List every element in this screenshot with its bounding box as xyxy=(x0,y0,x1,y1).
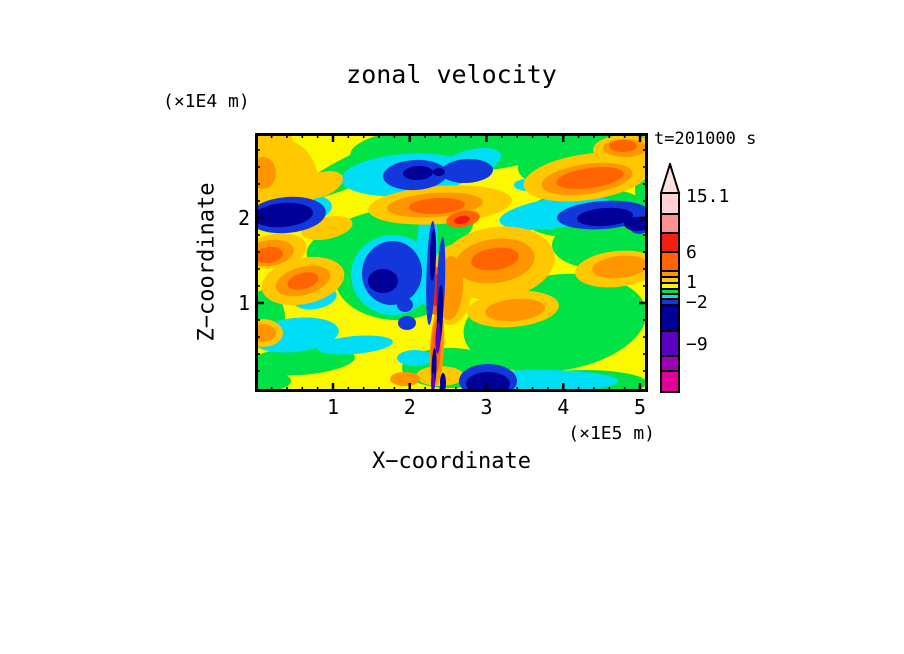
field-blob-navy xyxy=(440,373,446,392)
field-blob-dorange xyxy=(287,272,319,290)
field-blob-green xyxy=(255,371,291,391)
field-blob-cyan xyxy=(397,350,433,366)
field-blob-dorange xyxy=(556,167,624,189)
x-tick-label-4: 4 xyxy=(557,395,570,419)
contour-plot xyxy=(255,133,648,392)
colorbar xyxy=(659,163,681,394)
colorbar-svg xyxy=(659,163,681,393)
field-blob-navy xyxy=(255,202,313,228)
field-blob-dorange xyxy=(255,246,283,264)
colorbar-label-6: 6 xyxy=(686,242,697,263)
y-tick-label-1: 1 xyxy=(237,291,250,315)
x-axis-unit-label: (×1E5 m) xyxy=(568,423,655,444)
y-axis-unit-label: (×1E4 m) xyxy=(163,91,250,112)
field-blob-navy xyxy=(429,229,437,281)
x-tick-label-1: 1 xyxy=(326,395,340,419)
field-blob-navy xyxy=(368,269,398,293)
field-blob-red xyxy=(454,215,470,225)
x-tick-label-2: 2 xyxy=(403,395,416,419)
chart-title: zonal velocity xyxy=(346,60,557,89)
field-blob-blue xyxy=(397,298,413,312)
y-tick-label-2: 2 xyxy=(237,206,250,230)
colorbar-segment-red xyxy=(660,232,680,253)
x-tick-label-3: 3 xyxy=(480,395,493,419)
field-blob-dviolet xyxy=(431,373,435,392)
field-blob-orange xyxy=(255,157,276,189)
field-blob-navy xyxy=(403,165,433,181)
colorbar-label-1: 1 xyxy=(686,272,697,293)
field-blob-amber xyxy=(297,171,343,199)
timestamp-label: t=201000 s xyxy=(654,129,757,149)
colorbar-label-−2: −2 xyxy=(686,292,708,313)
colorbar-segment-purple2 xyxy=(660,355,680,372)
colorbar-segment-dorange xyxy=(660,251,680,272)
colorbar-label-−9: −9 xyxy=(686,334,708,355)
plot-border xyxy=(255,133,648,392)
field-blob-blue xyxy=(398,316,416,330)
field-blob-orange xyxy=(592,255,648,279)
colorbar-segment-palepink xyxy=(660,192,680,215)
field-blob-cyan xyxy=(317,335,393,355)
field-blob-dorange xyxy=(609,140,637,152)
contour-field-svg xyxy=(255,133,648,392)
colorbar-arrow xyxy=(659,163,681,194)
field-blob-navy xyxy=(466,372,510,392)
field-blob-navy xyxy=(624,217,648,231)
colorbar-segment-salmon xyxy=(660,213,680,234)
colorbar-segment-magenta xyxy=(660,370,680,393)
field-blob-dviolet xyxy=(435,322,441,354)
field-blob-green xyxy=(255,346,355,376)
colorbar-label-15.1: 15.1 xyxy=(686,186,730,207)
field-blob-orange xyxy=(255,324,276,342)
field-blob-dorange xyxy=(409,197,465,215)
field-blob-navy xyxy=(433,168,445,176)
field-blob-orange xyxy=(485,298,545,322)
field-blob-orange xyxy=(390,372,420,386)
x-tick-label-5: 5 xyxy=(633,395,647,419)
x-axis-title: X−coordinate xyxy=(372,449,531,474)
colorbar-segment-navy xyxy=(660,304,680,332)
field-blob-navy xyxy=(577,207,633,227)
field-blob-blue xyxy=(441,158,493,184)
colorbar-segment-dviolet xyxy=(660,330,680,357)
field-blob-dorange xyxy=(471,247,519,271)
